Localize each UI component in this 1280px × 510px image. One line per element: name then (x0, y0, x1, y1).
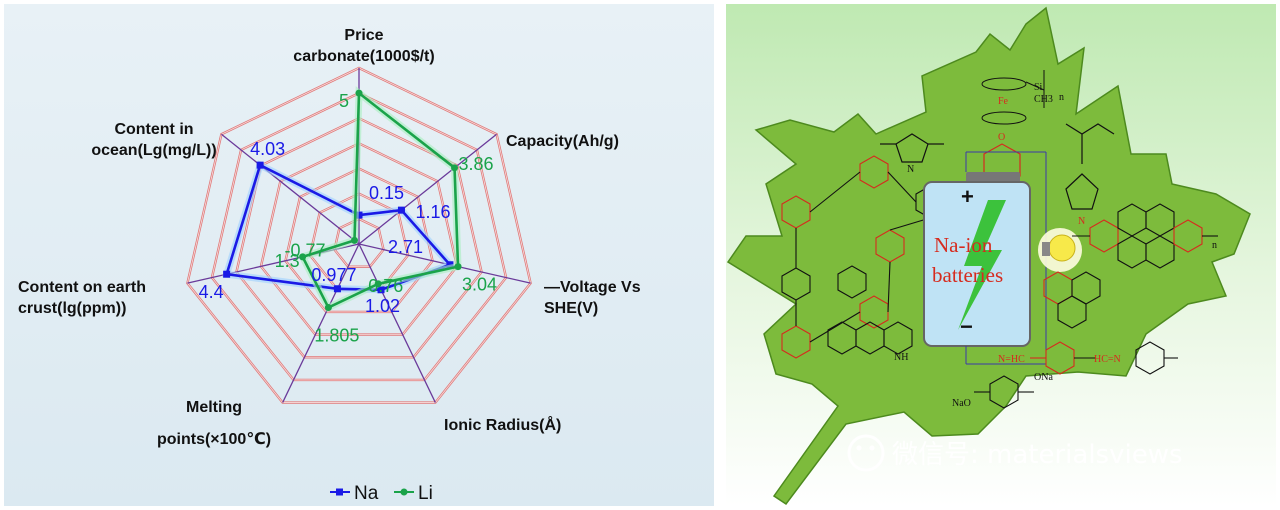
grid-ring-inner (285, 168, 433, 313)
axis-label-2: SHE(V) (544, 300, 598, 317)
schiff-imine-right-label: HC=N (1094, 354, 1121, 365)
axis-label-4: Melting (186, 399, 242, 416)
radar-spoke (358, 133, 498, 245)
legend-na-label: Na (354, 483, 379, 504)
radar-chart-panel: 0.15 1.16 2.71 1.02 0.977 4.4 4.03 5 3.86 3.04 0.7… (4, 4, 714, 506)
sodium-terephthalate-structure (974, 375, 1034, 409)
axis-label-1: Capacity(Ah/g) (506, 133, 619, 150)
axis-label-0: Price (344, 27, 383, 44)
battery-label-line2: batteries (932, 263, 1003, 287)
radar-spoke (220, 133, 360, 245)
pyrrole-n-label: N (907, 164, 914, 175)
wechat-icon (847, 434, 885, 472)
series-li-point (299, 253, 307, 261)
data-label-na-5: 4.4 (199, 282, 224, 302)
series-na-point (377, 286, 385, 294)
nh-label: NH (894, 352, 908, 363)
light-bulb-icon (1038, 228, 1082, 272)
axis-label-5: Content on earth (18, 279, 146, 296)
naphthalene-anhydride-structure (1043, 271, 1101, 329)
series-li-point (324, 304, 332, 312)
axis-label-3: Ionic Radius(Å) (444, 415, 561, 434)
axis-label-6: Content in (114, 121, 193, 138)
flavin-like-structure (827, 321, 913, 355)
data-label-li-6: -0.77 (284, 240, 325, 260)
battery-icon (923, 151, 1047, 365)
radar-spoke (282, 243, 360, 403)
grid-ring-inner (211, 92, 507, 381)
ona-label: ONa (1034, 372, 1053, 383)
legend-li-marker (400, 488, 408, 496)
series-li-point (374, 280, 382, 288)
data-label-na-2: 2.71 (388, 237, 423, 257)
data-label-li-1: 3.86 (459, 154, 494, 174)
data-label-li-5: 1.3 (275, 251, 300, 271)
axis-label-0: carbonate(1000$/t) (293, 48, 434, 65)
pdi-repeat-n-label: n (1212, 240, 1217, 251)
data-label-li-3: 0.76 (368, 276, 403, 296)
grid-ring-inner (260, 142, 458, 336)
wechat-watermark: 微信号: materialsviews (847, 434, 1183, 472)
axis-label-4: points(×100℃) (157, 431, 271, 448)
series-na-point (446, 261, 454, 269)
battery-plus-sign: + (961, 184, 974, 209)
axis-label-5: crust(lg(ppm)) (18, 300, 126, 317)
illustration-svg: Fe Si CH3 n N O N (726, 6, 1251, 506)
radar-chart: 0.15 1.16 2.71 1.02 0.977 4.4 4.03 5 3.86 3.04 0.7… (18, 27, 641, 504)
nitroxide-radical-polymer-structure (1065, 123, 1115, 210)
legend-li-label: Li (418, 483, 433, 504)
watermark-text: 微信号: materialsviews (892, 440, 1183, 470)
na-ion-battery-illustration: Fe Si CH3 n N O N (726, 4, 1276, 506)
si-atom-label: Si (1034, 82, 1043, 93)
series-na-point (355, 211, 363, 219)
quinone-o-top-label: O (998, 132, 1005, 143)
axis-label-2: —Voltage Vs (544, 279, 641, 296)
radar-spoke (358, 243, 436, 403)
grid-ring-inner (186, 67, 532, 403)
polypyrrole-structure (880, 133, 944, 163)
series-na-point (397, 206, 405, 214)
series-na-point (333, 285, 341, 293)
series-na-point (223, 270, 231, 278)
battery-label-line1: Na-ion (934, 233, 993, 257)
data-label-na-3: 1.02 (365, 296, 400, 316)
ferrocene-polymer-structure (981, 70, 1045, 125)
axis-label-6: ocean(Lg(mg/L)) (91, 142, 216, 159)
data-label-li-4: 1.805 (314, 326, 359, 346)
data-label-li-2: 3.04 (462, 275, 497, 295)
series-li-line (300, 90, 460, 310)
data-label-na-4: 0.977 (311, 265, 356, 285)
fe-atom-label: Fe (998, 96, 1009, 107)
nitroxide-n-label: N (1078, 216, 1085, 227)
data-label-na-0: 0.15 (369, 183, 404, 203)
data-label-na-1: 1.16 (415, 202, 450, 222)
series-li-point (355, 89, 363, 97)
series-li-point (350, 236, 358, 244)
nao-label: NaO (952, 398, 971, 409)
series-na-point (256, 161, 264, 169)
triazine-framework-structure (781, 155, 945, 359)
series-li-point (454, 263, 462, 271)
data-label-na-6: 4.03 (250, 139, 285, 159)
repeat-unit-n-label: n (1059, 92, 1064, 103)
perylene-diimide-structure (1072, 203, 1218, 269)
data-label-li-0: 5 (339, 91, 349, 111)
schiff-base-polymer-structure (1030, 341, 1178, 375)
schiff-imine-left-label: N=HC (998, 354, 1025, 365)
series-li-point (451, 164, 459, 172)
legend-na-marker (336, 488, 343, 496)
grid-ring-inner (334, 218, 384, 268)
ch3-group-label: CH3 (1034, 94, 1053, 105)
battery-minus-sign: − (960, 314, 973, 339)
